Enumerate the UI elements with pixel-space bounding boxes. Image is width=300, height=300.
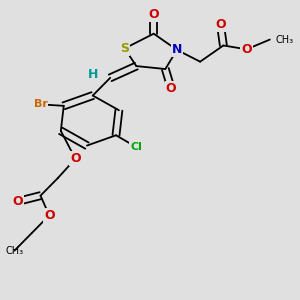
- Text: O: O: [241, 43, 252, 56]
- Text: O: O: [166, 82, 176, 95]
- Text: O: O: [70, 152, 81, 165]
- Text: CH₃: CH₃: [276, 34, 294, 45]
- Text: O: O: [215, 18, 226, 32]
- Text: Cl: Cl: [130, 142, 142, 152]
- Text: H: H: [88, 68, 98, 80]
- Text: O: O: [44, 209, 55, 222]
- Text: S: S: [120, 42, 129, 55]
- Text: O: O: [12, 195, 22, 208]
- Text: N: N: [172, 44, 182, 56]
- Text: O: O: [148, 8, 159, 21]
- Text: Br: Br: [34, 99, 47, 110]
- Text: CH₃: CH₃: [5, 246, 23, 256]
